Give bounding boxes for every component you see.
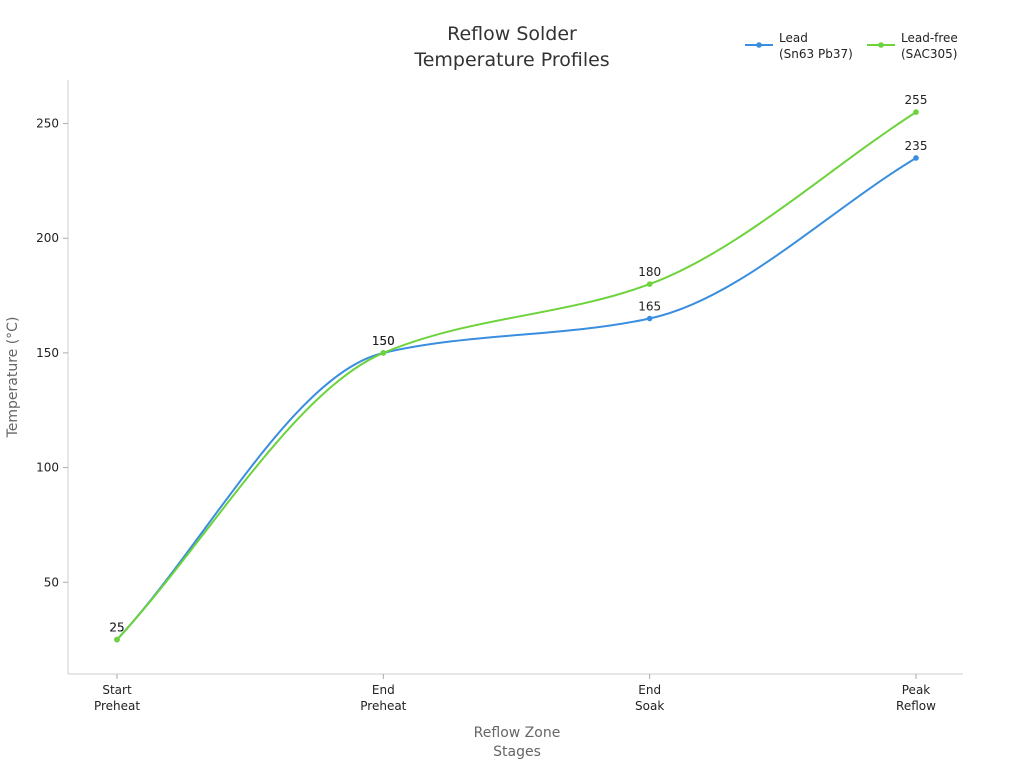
y-tick-label: 200	[36, 231, 59, 245]
data-label: 180	[638, 265, 661, 279]
legend-marker	[878, 42, 884, 48]
data-label: 150	[372, 334, 395, 348]
point	[646, 281, 653, 287]
data-label: 165	[638, 300, 661, 314]
legend-label: Lead-free (SAC305)	[901, 31, 958, 61]
point	[380, 350, 387, 356]
point	[913, 109, 919, 115]
chart-title: Reflow Solder Temperature Profiles	[413, 23, 609, 71]
line	[116, 157, 917, 641]
y-tick-label: 50	[44, 575, 59, 589]
x-tick-label: End Soak	[635, 683, 664, 713]
data-label: 25	[109, 621, 124, 635]
legend-marker	[756, 42, 762, 48]
x-tick-label: Start Preheat	[94, 683, 140, 713]
x-tick-label: End Preheat	[360, 683, 406, 713]
y-tick-label: 150	[36, 346, 59, 360]
data-label: 235	[905, 139, 928, 153]
x-tick-label: Peak Reflow	[896, 683, 936, 713]
y-tick-label: 250	[36, 117, 59, 131]
point	[913, 155, 919, 161]
point	[646, 315, 653, 322]
y-tick-label: 100	[36, 461, 59, 475]
x-axis-label: Reflow Zone Stages	[474, 725, 561, 760]
y-axis-label: Temperature (°C)	[5, 317, 21, 439]
legend-label: Lead (Sn63 Pb37)	[779, 31, 853, 61]
data-label: 255	[905, 93, 928, 107]
data-label: 150	[372, 334, 395, 348]
line	[116, 111, 917, 641]
point	[114, 636, 120, 643]
data-label: 25	[109, 621, 124, 635]
